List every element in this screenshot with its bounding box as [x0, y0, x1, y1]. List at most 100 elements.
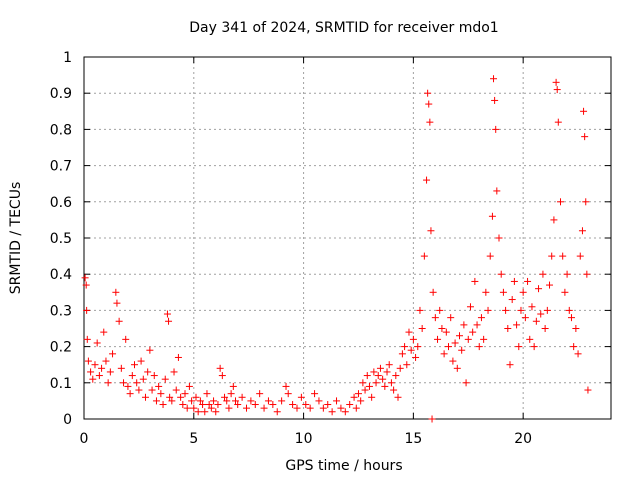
data-point [104, 379, 112, 387]
data-point [242, 404, 250, 412]
data-point [535, 285, 543, 293]
data-point [471, 277, 479, 285]
y-tick-label: 0 [63, 412, 72, 428]
data-point [458, 346, 466, 354]
data-point [170, 368, 178, 376]
data-point [218, 372, 226, 380]
plot-frame [83, 56, 612, 420]
data-point [354, 390, 362, 398]
data-point [488, 212, 496, 220]
data-point [146, 346, 154, 354]
data-point [113, 299, 121, 307]
data-point [363, 372, 371, 380]
data-point [365, 382, 373, 390]
data-point [392, 372, 400, 380]
data-point [424, 89, 432, 97]
data-point [572, 325, 580, 332]
data-point [82, 281, 90, 289]
data-point [284, 390, 292, 398]
data-point [306, 404, 314, 412]
data-point [492, 125, 500, 133]
data-point [515, 343, 523, 351]
data-point [453, 364, 461, 372]
data-point [407, 346, 415, 354]
data-point [418, 325, 426, 332]
data-point [554, 118, 562, 126]
data-point [141, 393, 149, 401]
data-point [247, 397, 255, 405]
data-point [109, 350, 117, 358]
data-point [98, 364, 106, 372]
data-point [513, 321, 521, 329]
data-point [416, 306, 424, 314]
data-point [346, 401, 354, 409]
data-point [517, 306, 525, 314]
data-point [282, 382, 290, 390]
data-point [289, 401, 297, 409]
data-point [201, 408, 209, 416]
data-point [95, 372, 103, 380]
data-point [428, 415, 436, 423]
data-point [423, 176, 431, 184]
x-tick-label: 5 [189, 431, 198, 447]
data-point [210, 397, 218, 405]
axis-ticks [83, 56, 611, 420]
data-point [361, 386, 369, 394]
data-point [403, 361, 411, 369]
data-point [541, 325, 549, 332]
data-point [159, 401, 167, 409]
data-point [227, 390, 235, 398]
data-point [234, 401, 242, 409]
x-axis-title: GPS time / hours [285, 458, 402, 474]
data-point [440, 350, 448, 358]
data-point [100, 328, 108, 336]
data-point [157, 390, 165, 398]
y-tick-label: 0.7 [50, 159, 72, 175]
data-point [398, 350, 406, 358]
data-point [181, 390, 189, 398]
data-point [260, 404, 268, 412]
data-point [565, 306, 573, 314]
data-point [442, 328, 450, 336]
data-point [486, 252, 494, 260]
data-point [91, 361, 99, 369]
data-point [124, 382, 132, 390]
data-point [87, 368, 95, 376]
data-point [188, 397, 196, 405]
data-point [387, 379, 395, 387]
data-point [567, 314, 575, 322]
data-point [155, 382, 163, 390]
data-point [553, 86, 561, 94]
data-point [550, 216, 558, 224]
data-point [144, 368, 152, 376]
data-point [532, 317, 540, 325]
data-point [412, 353, 420, 361]
data-point [396, 364, 404, 372]
y-tick-label: 0.1 [50, 376, 72, 392]
data-point [152, 397, 160, 405]
data-point [368, 393, 376, 401]
data-point [199, 401, 207, 409]
data-point [426, 118, 434, 126]
data-point [293, 404, 301, 412]
data-point [89, 375, 97, 383]
data-point [120, 379, 128, 387]
data-point [179, 401, 187, 409]
data-point [112, 288, 120, 296]
data-point [311, 390, 319, 398]
data-point [401, 343, 409, 351]
data-point [174, 353, 182, 361]
data-point [177, 393, 185, 401]
data-point [83, 306, 91, 314]
data-point [429, 288, 437, 296]
data-point [297, 393, 305, 401]
data-point [462, 379, 470, 387]
data-point [350, 393, 358, 401]
data-point [168, 397, 176, 405]
data-point [333, 397, 341, 405]
x-tick-labels: 0 5 10 15 20 [80, 431, 533, 447]
data-point [583, 270, 591, 278]
data-point [455, 332, 463, 340]
data-point [194, 408, 202, 416]
data-point [434, 335, 442, 343]
